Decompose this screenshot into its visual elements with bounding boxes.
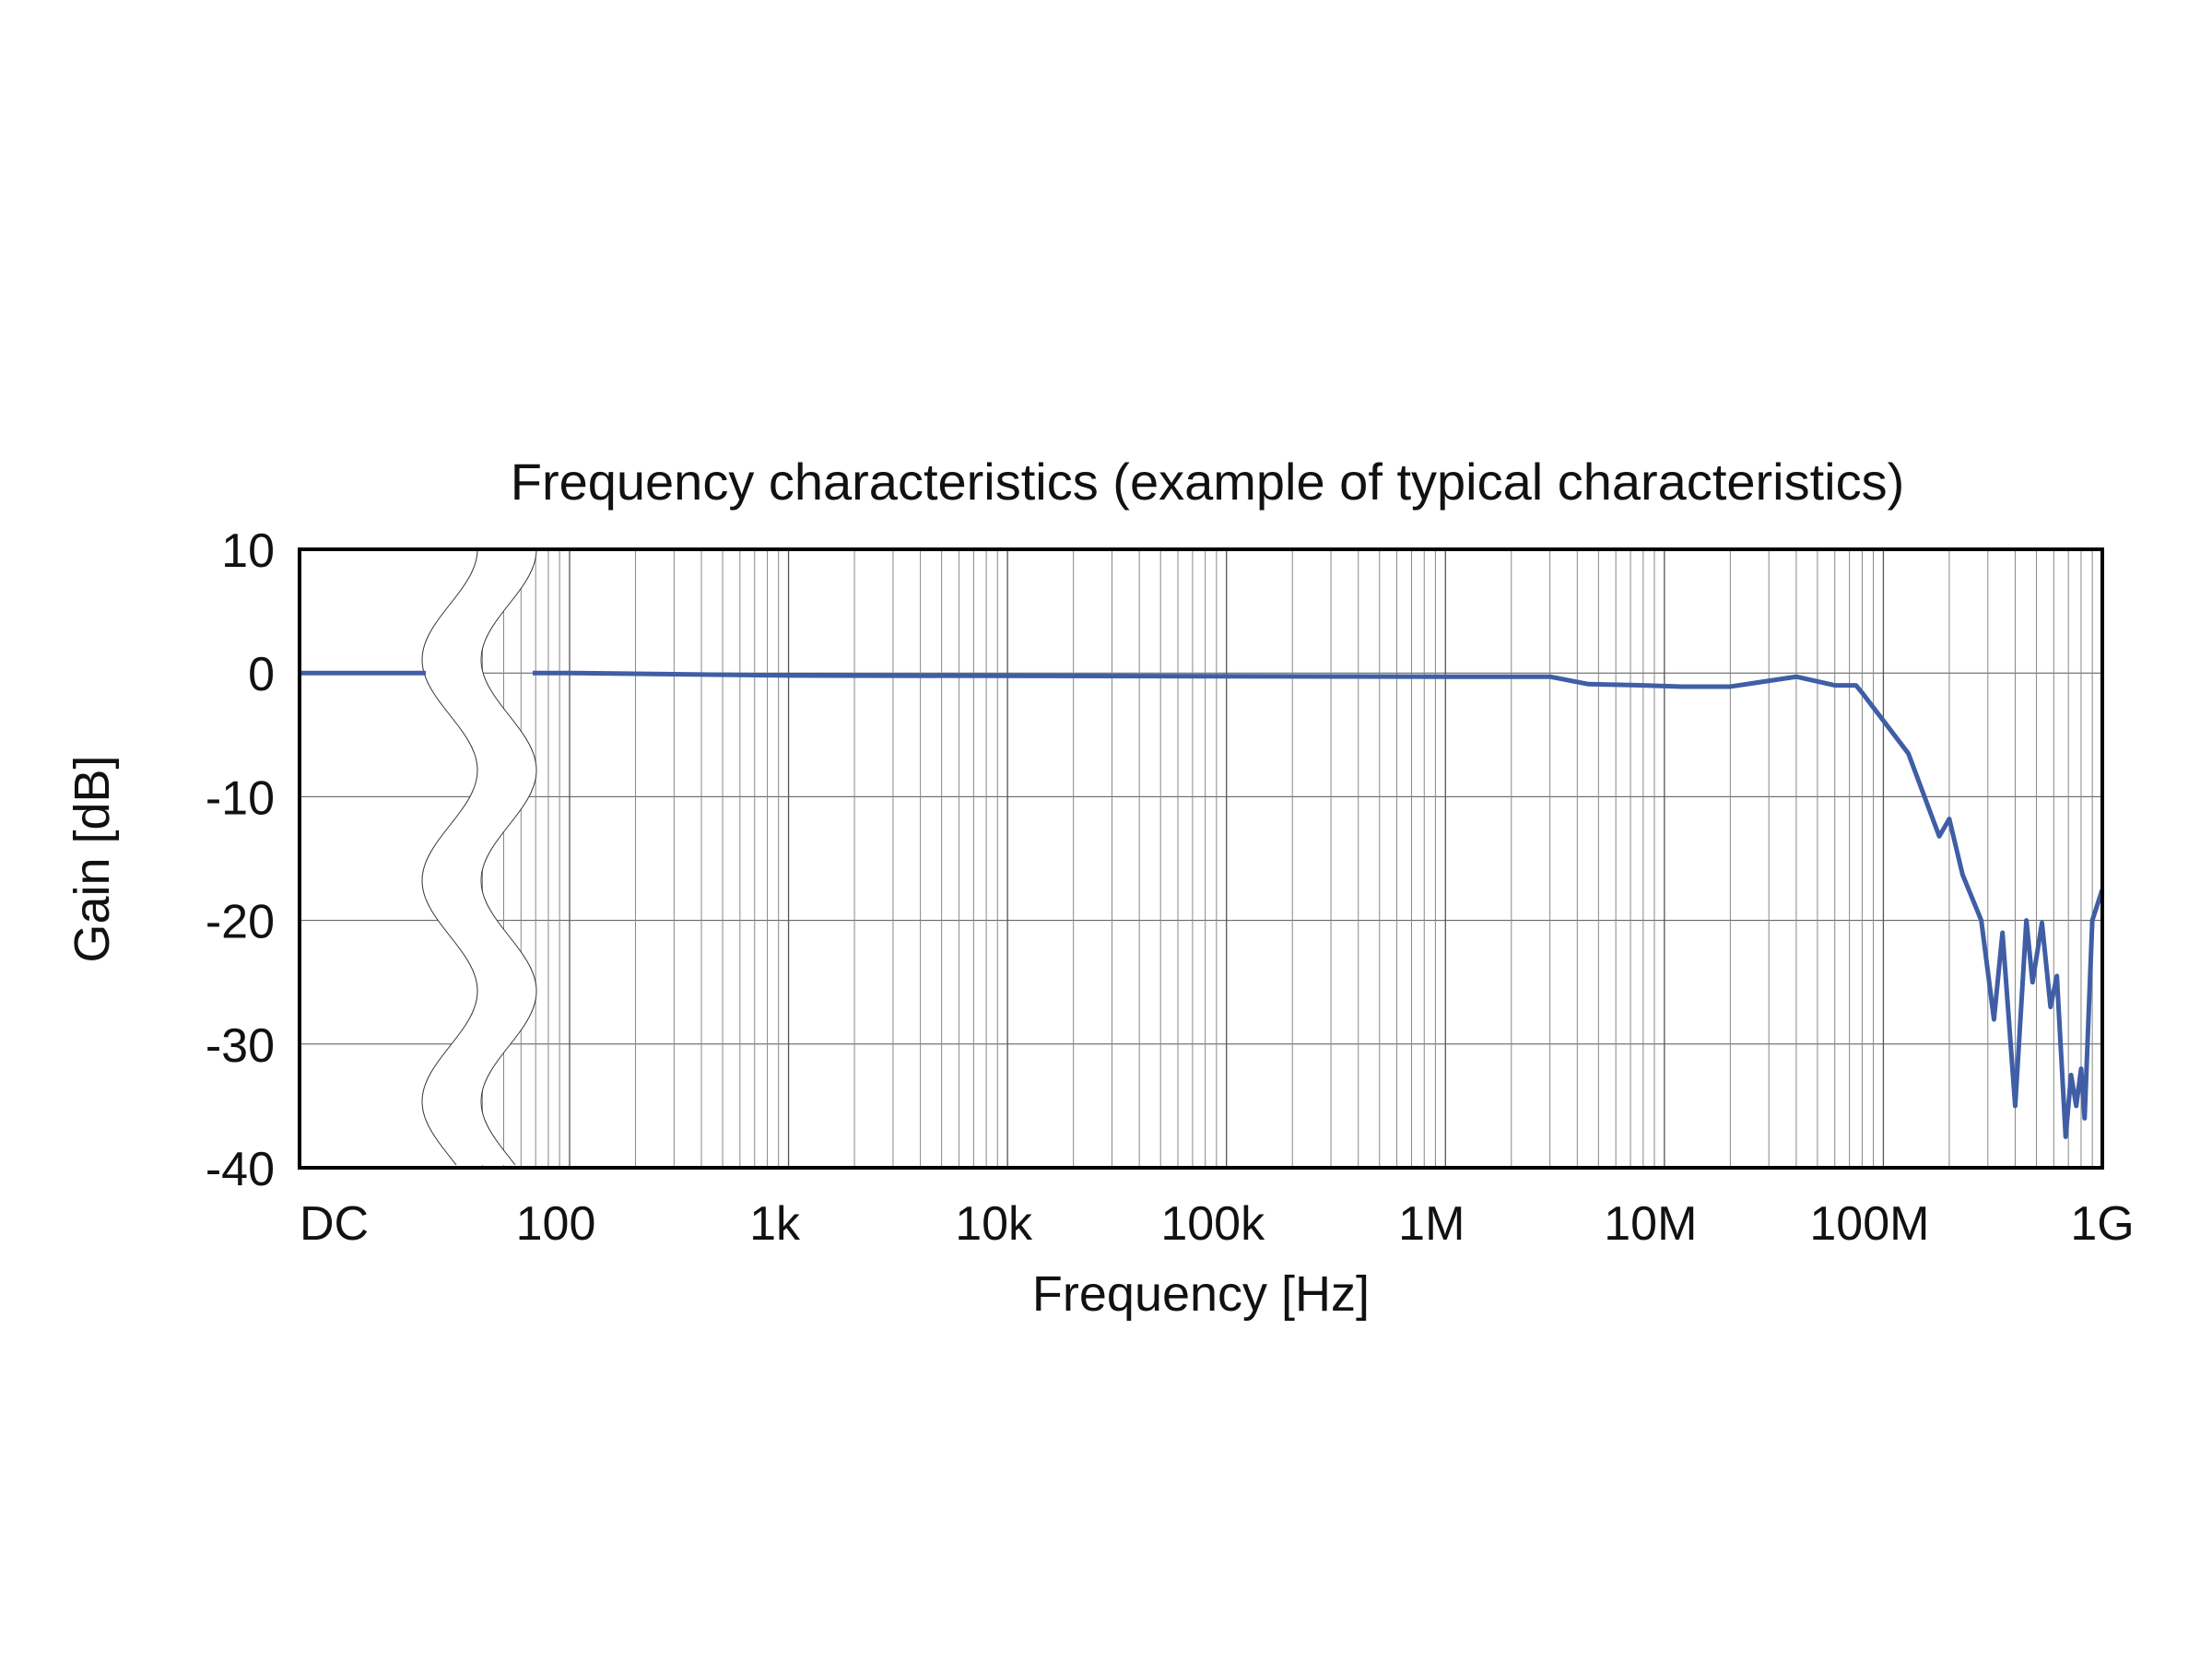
plot-frame <box>298 547 2104 1170</box>
y-tick-label: -20 <box>206 896 275 949</box>
y-axis-label: Gain [dB] <box>65 755 120 962</box>
grid <box>300 548 2103 1169</box>
y-tick-label: 0 <box>248 648 275 701</box>
y-tick-label: -40 <box>206 1143 275 1196</box>
x-tick-label: 10M <box>1604 1197 1697 1251</box>
y-tick-label: 10 <box>221 524 275 578</box>
x-tick-label: 100 <box>516 1197 596 1251</box>
x-tick-label: 100k <box>1160 1197 1265 1251</box>
x-tick-label: 1G <box>2070 1197 2134 1251</box>
series-line <box>533 670 2105 1139</box>
y-tick-labels: 10 0 -10 -20 -30 -40 <box>206 524 275 1196</box>
x-tick-label: 1M <box>1398 1197 1465 1251</box>
x-tick-labels: DC 100 1k 10k 100k 1M 10M 100M 1G <box>300 1197 2135 1251</box>
chart-title: Frequency characteristics (example of ty… <box>511 453 1905 511</box>
y-tick-label: -30 <box>206 1019 275 1073</box>
x-tick-label: DC <box>300 1197 369 1251</box>
x-axis-label: Frequency [Hz] <box>1032 1266 1370 1322</box>
x-tick-label: 1k <box>749 1197 801 1251</box>
break-band <box>422 549 536 1165</box>
axis-break-mark <box>421 548 537 1166</box>
x-tick-label: 10k <box>955 1197 1033 1251</box>
break-line-right <box>480 548 537 1166</box>
y-tick-label: -10 <box>206 771 275 825</box>
break-line-left <box>421 548 478 1166</box>
x-tick-label: 100M <box>1809 1197 1929 1251</box>
